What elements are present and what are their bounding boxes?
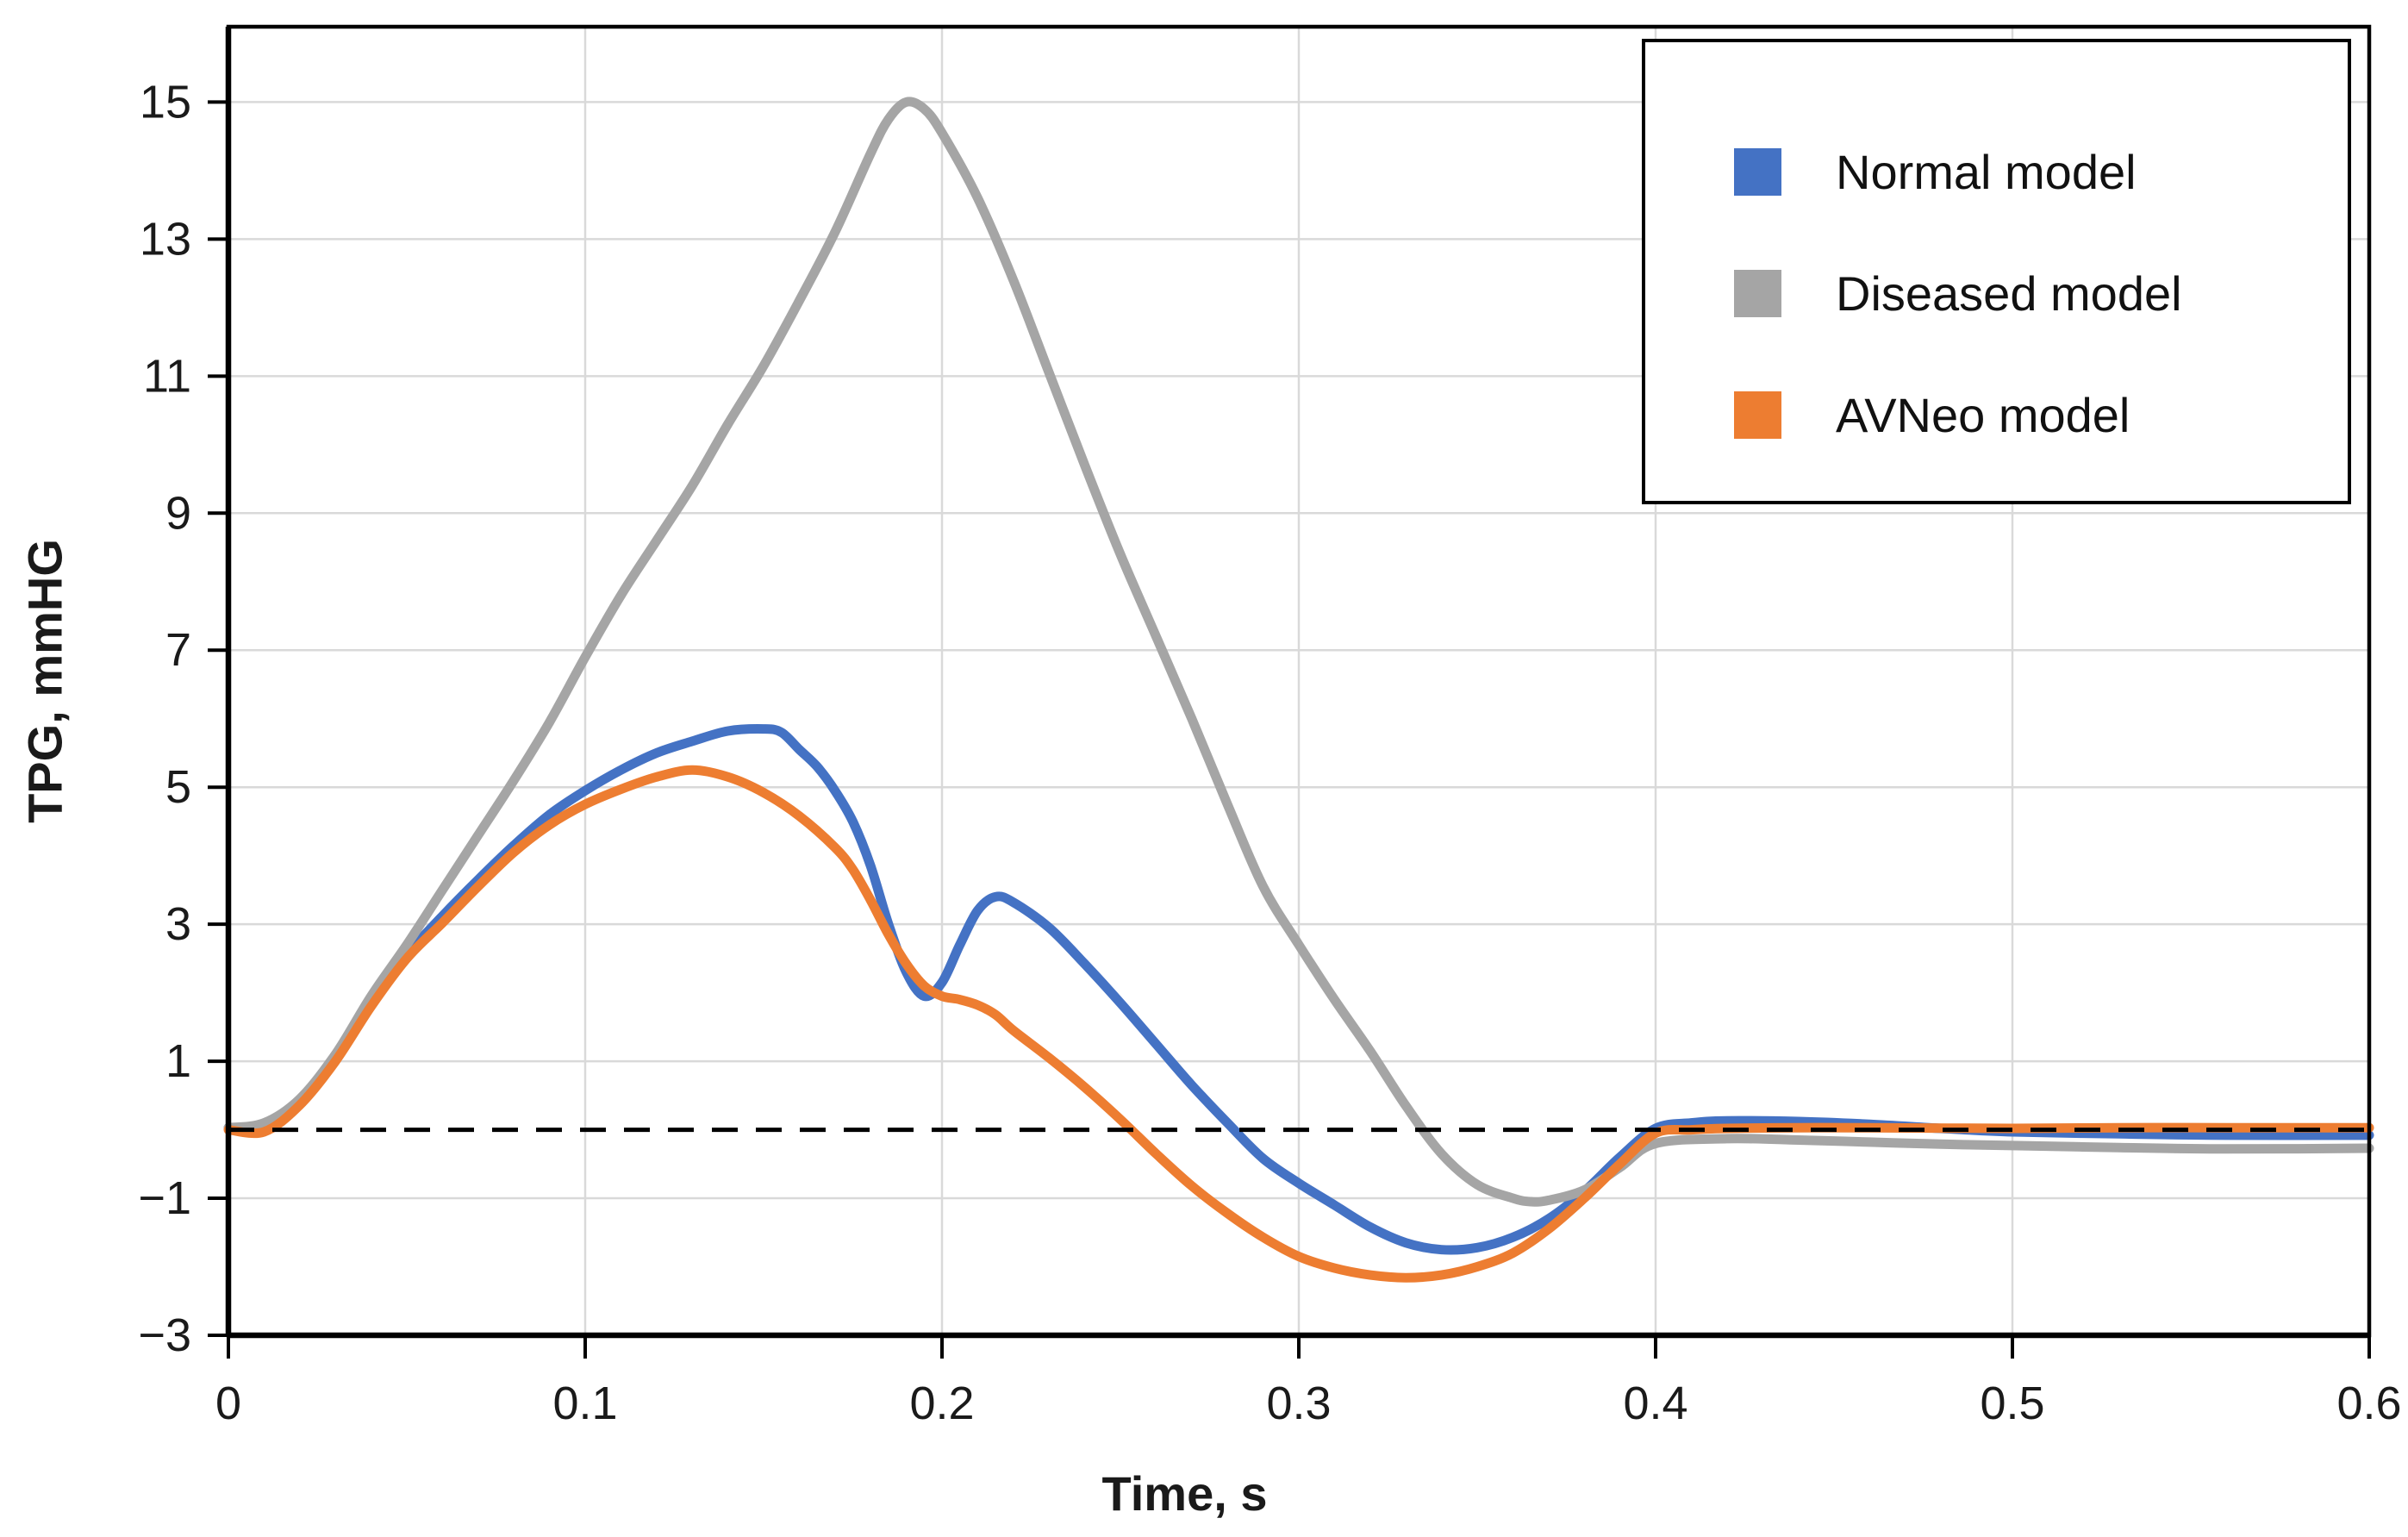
y-tick-label: −3 [138, 1309, 191, 1361]
tick-labels: 15 13 11 9 7 5 3 1 −1 −3 0 0.1 0.2 0.3 0.4 0.5 0.6 [138, 76, 2401, 1429]
legend: Normal model Diseased model AVNeo model [1642, 39, 2351, 504]
legend-label-diseased: Diseased model [1836, 266, 2182, 321]
legend-swatch-normal [1734, 147, 1781, 196]
x-tick-label: 0.5 [1980, 1378, 2044, 1429]
legend-swatch-diseased [1734, 269, 1781, 317]
y-tick-label: 13 [140, 213, 191, 265]
x-tick-label: 0.2 [909, 1378, 974, 1429]
x-tick-label: 0.6 [2336, 1378, 2401, 1429]
y-tick-label: −1 [138, 1172, 191, 1224]
y-tick-label: 11 [143, 350, 191, 402]
legend-item-normal: Normal model [1645, 144, 2348, 199]
legend-label-avneo: AVNeo model [1836, 387, 2130, 442]
legend-label-normal: Normal model [1836, 144, 2137, 199]
series-line-0 [223, 724, 2374, 1255]
y-tick-label: 7 [165, 624, 191, 676]
x-tick-label: 0.1 [552, 1378, 617, 1429]
tick-marks [208, 100, 2371, 1359]
x-axis-title: Time, s [1101, 1466, 1268, 1521]
y-tick-label: 15 [140, 76, 191, 128]
y-tick-label: 9 [165, 487, 191, 539]
y-axis-title: TPG, mmHG [17, 539, 72, 823]
legend-swatch-avneo [1734, 390, 1781, 439]
x-tick-label: 0.3 [1266, 1378, 1331, 1429]
y-tick-label: 1 [165, 1035, 191, 1087]
series-line-1 [223, 97, 2374, 1207]
legend-item-diseased: Diseased model [1645, 266, 2348, 321]
y-tick-label: 3 [165, 898, 191, 950]
x-tick-label: 0.4 [1623, 1378, 1687, 1429]
y-tick-label: 5 [165, 761, 191, 813]
x-tick-label: 0 [215, 1378, 241, 1429]
legend-item-avneo: AVNeo model [1645, 387, 2348, 442]
